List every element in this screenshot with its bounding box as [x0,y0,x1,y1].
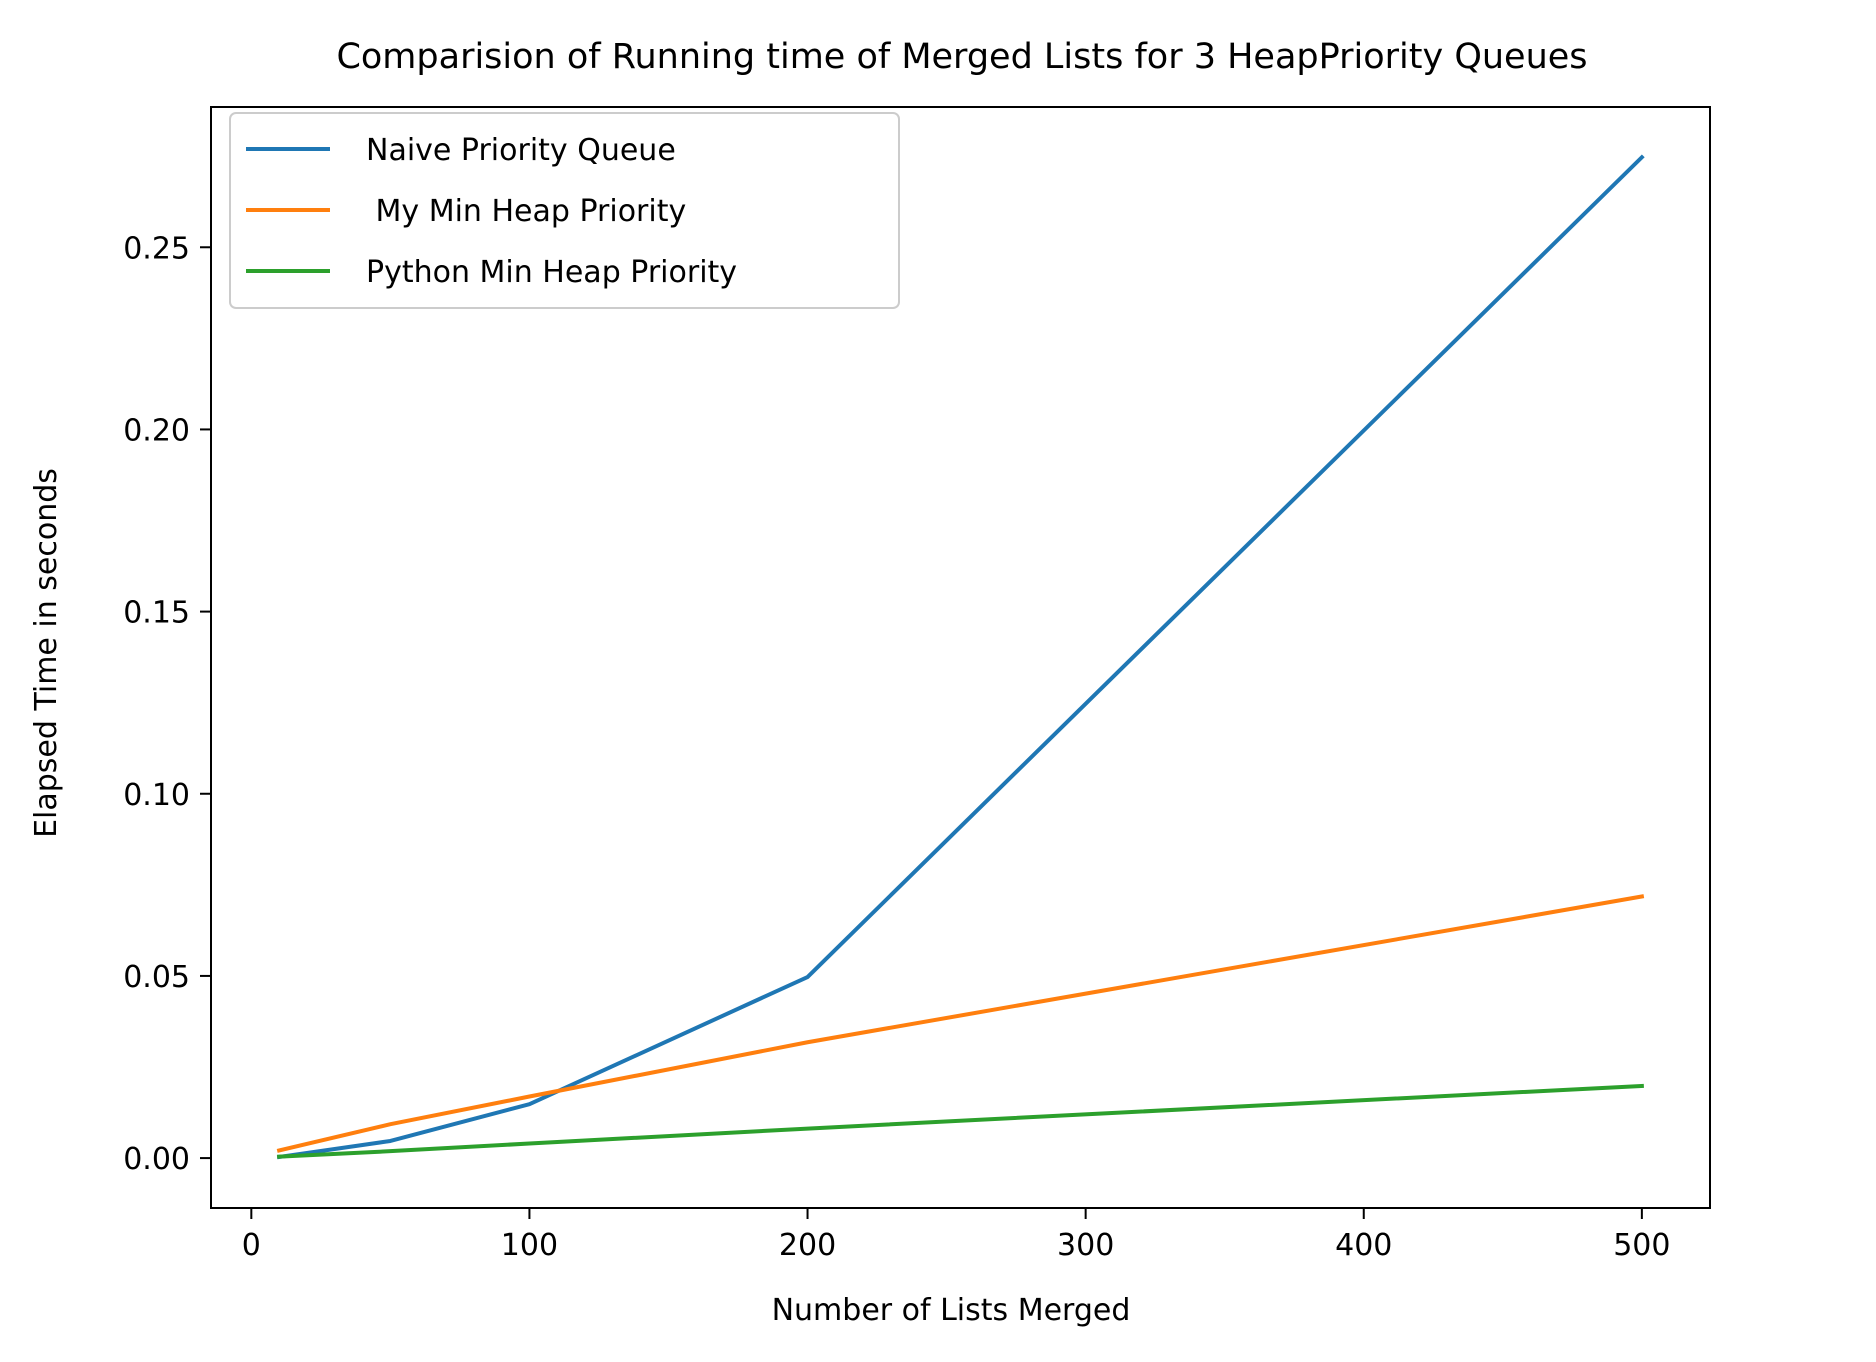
legend-box [229,112,900,309]
x-tick-label-1: 100 [501,1228,558,1263]
y-tick-label-0: 0.00 [123,1142,190,1177]
y-tick-label-3: 0.15 [123,596,190,631]
y-tick-label-5: 0.25 [123,231,190,266]
y-tick-label-4: 0.20 [123,413,190,448]
legend: Naive Priority Queue My Min Heap Priorit… [229,112,900,309]
series-line-2 [277,1083,1644,1159]
x-tick-label-0: 0 [242,1228,261,1263]
legend-label-2: Python Min Heap Priority [366,255,737,290]
y-tick-label-1: 0.05 [123,960,190,995]
x-tick-label-2: 200 [779,1228,836,1263]
x-tick-label-4: 400 [1335,1228,1392,1263]
series-line-0 [276,154,1645,1160]
x-axis-label: Number of Lists Merged [772,1293,1131,1328]
legend-label-0: Naive Priority Queue [366,133,676,168]
chart-title: Comparision of Running time of Merged Li… [336,37,1587,77]
y-axis-label: Elapsed Time in seconds [29,468,64,838]
legend-label-1: My Min Heap Priority [366,194,686,229]
x-tick-label-3: 300 [1057,1228,1114,1263]
axes-frame [210,106,1711,1209]
plot-area: 0 100 200 300 400 500 0.00 0.05 0.10 0.15 0.20 0.25 [123,106,1711,1263]
series-line-1 [276,894,1645,1153]
y-tick-label-2: 0.10 [123,778,190,813]
x-tick-label-5: 500 [1613,1228,1670,1263]
